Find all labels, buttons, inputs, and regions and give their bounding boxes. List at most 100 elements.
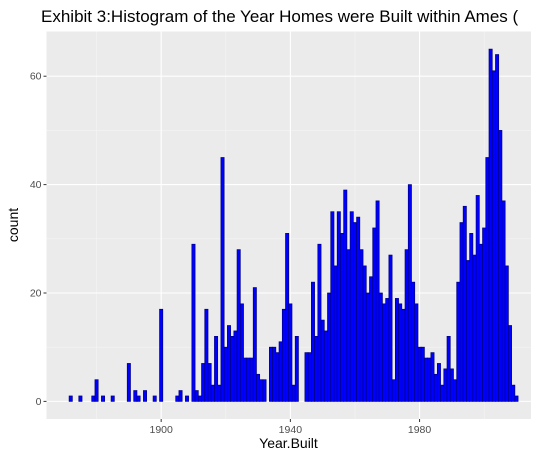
histogram-bar (246, 357, 251, 402)
histogram-bar (256, 373, 261, 402)
histogram-bars (68, 48, 519, 402)
x-tick-label: 1900 (149, 424, 173, 436)
histogram-bar (317, 243, 322, 402)
histogram-bar (495, 54, 500, 402)
histogram-bar (462, 205, 467, 402)
histogram-bar (185, 395, 189, 402)
y-tick-label: 40 (30, 179, 42, 191)
histogram-bar (349, 211, 354, 402)
histogram-bar (191, 243, 196, 402)
chart-title: Exhibit 3:Histogram of the Year Homes we… (41, 7, 518, 26)
histogram-bar (210, 384, 215, 402)
histogram-bar (446, 336, 451, 402)
histogram-bar (252, 287, 257, 402)
histogram-bar (307, 352, 312, 402)
histogram-bar (330, 211, 335, 402)
histogram-bar (478, 243, 483, 402)
histogram-bar (217, 384, 222, 402)
histogram-bar (411, 281, 416, 402)
histogram-bar (356, 216, 361, 402)
histogram-bar (449, 368, 454, 402)
histogram-bar (291, 384, 296, 402)
histogram-bar (504, 265, 509, 402)
histogram-bar (453, 379, 458, 402)
histogram-bar (394, 298, 399, 402)
histogram-bar (343, 189, 348, 402)
histogram-bar (466, 260, 470, 402)
histogram-bar (197, 395, 202, 402)
histogram-bar (365, 292, 370, 402)
histogram-bar (262, 379, 267, 402)
histogram-bar (239, 303, 244, 402)
histogram-bar (508, 325, 512, 402)
histogram-bar (443, 368, 448, 402)
histogram-bar (281, 308, 286, 402)
histogram-bar (488, 48, 493, 402)
histogram-bar (223, 346, 228, 402)
histogram-bar (401, 308, 406, 402)
histogram-bar (424, 357, 428, 402)
histogram-bar (491, 70, 496, 402)
histogram-bar (456, 281, 461, 402)
histogram-bar (362, 265, 367, 402)
histogram-bar (436, 363, 441, 402)
histogram-bar (340, 233, 345, 402)
histogram-bar (275, 352, 280, 402)
histogram-bar (194, 390, 199, 402)
histogram-bar (459, 222, 464, 402)
histogram-bar (369, 276, 374, 402)
x-axis-title: Year.Built (259, 435, 318, 451)
y-axis-title: count (5, 208, 21, 242)
histogram-bar (152, 395, 157, 402)
y-tick-label: 20 (30, 287, 42, 299)
histogram-bar (475, 195, 480, 402)
histogram-bar (269, 346, 273, 402)
histogram-bar (101, 395, 105, 402)
histogram-bar (359, 249, 364, 402)
histogram-bar (440, 384, 445, 402)
histogram-bar (288, 303, 293, 402)
histogram-bar (375, 200, 380, 402)
histogram-bar (94, 379, 99, 402)
x-axis-ticks: 1900 1940 1980 (149, 419, 431, 436)
histogram-bar (469, 233, 474, 402)
histogram-bar (327, 292, 332, 402)
histogram-bar (136, 395, 141, 402)
histogram-bar (110, 395, 115, 402)
histogram-bar (314, 336, 319, 402)
histogram-bar (304, 352, 309, 402)
histogram-bar (201, 363, 206, 402)
y-tick-label: 60 (30, 71, 42, 83)
histogram-bar (382, 303, 387, 402)
histogram-bar (285, 233, 290, 402)
histogram-bar (427, 357, 432, 402)
histogram-bar (417, 346, 422, 402)
histogram-bar (430, 352, 435, 402)
histogram-bar (159, 308, 164, 402)
y-tick-label: 0 (36, 396, 42, 408)
histogram-bar (230, 336, 235, 402)
histogram-bar (91, 395, 96, 402)
histogram-bar (346, 249, 351, 402)
histogram-bar (372, 227, 377, 402)
histogram-bar (78, 395, 83, 402)
histogram-bar (204, 308, 209, 402)
histogram-bar (68, 395, 73, 402)
histogram-bar (391, 379, 396, 402)
histogram-bar (514, 395, 519, 402)
histogram-bar (378, 292, 383, 402)
histogram-bar (414, 303, 419, 402)
histogram-bar (311, 281, 315, 402)
histogram-bar (143, 390, 147, 402)
histogram-bar (214, 336, 219, 402)
histogram-bar (243, 357, 248, 402)
histogram-bar (404, 249, 409, 402)
histogram-bar (511, 384, 516, 402)
histogram-bar (236, 249, 241, 402)
histogram-bar (259, 379, 264, 402)
histogram-bar (420, 346, 425, 402)
histogram-bar (227, 325, 231, 402)
histogram-bar (336, 211, 341, 402)
histogram-bar (175, 395, 180, 402)
